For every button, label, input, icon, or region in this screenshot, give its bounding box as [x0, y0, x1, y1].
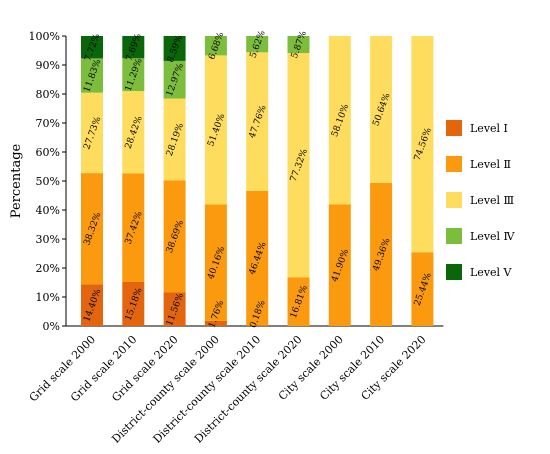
bar-segment — [246, 52, 269, 191]
y-axis-label: Percentage — [9, 143, 24, 218]
legend-swatch — [446, 120, 462, 136]
bar-segment — [204, 320, 227, 326]
bar-segment — [370, 36, 393, 183]
legend-swatch — [446, 228, 462, 244]
y-tick-label: 100% — [29, 30, 60, 43]
bar-segment — [287, 53, 310, 278]
legend-swatch — [446, 264, 462, 280]
bar-segment — [163, 292, 186, 326]
y-tick-label: 20% — [36, 262, 60, 275]
bar-segment — [81, 92, 103, 174]
bar-segment — [246, 325, 269, 326]
bars — [81, 36, 434, 326]
y-tick-label: 50% — [36, 175, 60, 188]
bar-segment — [328, 204, 351, 326]
legend-label: Level Ⅲ — [470, 194, 514, 207]
bar-segment — [287, 36, 310, 54]
bar-segment — [81, 58, 103, 93]
bar-segment — [81, 284, 103, 326]
bar-segment — [122, 36, 145, 59]
bar-segment — [122, 58, 145, 92]
bar-segment — [204, 204, 227, 321]
y-tick-label: 30% — [36, 233, 60, 246]
bar-segment — [287, 277, 310, 326]
bar-segment — [163, 180, 186, 293]
bar-segment — [246, 36, 269, 53]
legend-label: Level Ⅰ — [470, 122, 508, 135]
bar-segment — [122, 173, 145, 282]
bar-segment — [411, 252, 434, 326]
bar-segment — [163, 36, 186, 61]
legend-swatch — [446, 192, 462, 208]
y-tick-label: 90% — [36, 59, 60, 72]
y-tick-label: 40% — [36, 204, 60, 217]
bar-segment — [328, 36, 351, 205]
bar-segment — [122, 91, 145, 174]
bar-segment — [81, 173, 103, 285]
bar-segment — [411, 36, 434, 253]
y-tick-label: 60% — [36, 146, 60, 159]
y-tick-label: 0% — [43, 320, 60, 333]
legend-label: Level Ⅴ — [470, 266, 513, 279]
y-tick-label: 80% — [36, 88, 60, 101]
bar-segment — [204, 55, 227, 205]
bar-segment — [370, 182, 393, 326]
legend-label: Level Ⅳ — [470, 230, 516, 243]
bar-segment — [163, 98, 186, 181]
y-tick-label: 10% — [36, 291, 60, 304]
legend-swatch — [446, 156, 462, 172]
bar-segment — [246, 190, 269, 326]
legend: Level Ⅰ Level Ⅱ Level Ⅲ Level Ⅳ Level Ⅴ — [446, 120, 516, 280]
bar-segment — [122, 281, 145, 326]
bar-segment — [204, 36, 227, 56]
legend-label: Level Ⅱ — [470, 158, 511, 171]
bar-segment — [81, 36, 103, 59]
bar-segment — [163, 60, 186, 99]
y-tick-label: 70% — [36, 117, 60, 130]
